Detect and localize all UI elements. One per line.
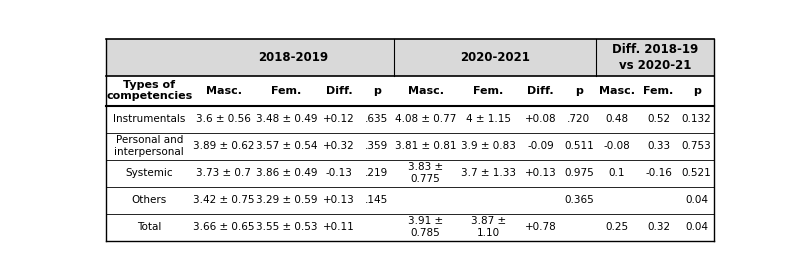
Text: +0.11: +0.11 [323,222,354,232]
Text: p: p [373,86,381,96]
Text: .359: .359 [366,141,389,151]
Text: 3.55 ± 0.53: 3.55 ± 0.53 [256,222,318,232]
Text: Diff.: Diff. [326,86,352,96]
Text: 3.48 ± 0.49: 3.48 ± 0.49 [256,114,318,124]
Text: Fem.: Fem. [474,86,503,96]
Text: +0.08: +0.08 [525,114,557,124]
Text: Others: Others [131,195,167,205]
Text: 0.753: 0.753 [682,141,711,151]
Text: 0.33: 0.33 [647,141,670,151]
Text: -0.08: -0.08 [603,141,630,151]
Text: Types of
competencies: Types of competencies [106,80,192,101]
Text: +0.32: +0.32 [323,141,354,151]
Text: +0.13: +0.13 [525,168,557,178]
Text: 3.57 ± 0.54: 3.57 ± 0.54 [256,141,318,151]
Text: p: p [575,86,582,96]
Text: 3.9 ± 0.83: 3.9 ± 0.83 [461,141,516,151]
Text: 0.04: 0.04 [685,195,708,205]
Text: -0.09: -0.09 [527,141,554,151]
Text: 0.04: 0.04 [685,222,708,232]
Text: 0.365: 0.365 [564,195,594,205]
Text: 0.1: 0.1 [609,168,625,178]
Text: 3.83 ±
0.775: 3.83 ± 0.775 [408,162,443,184]
Text: 4 ± 1.15: 4 ± 1.15 [466,114,511,124]
Text: Masc.: Masc. [599,86,635,96]
Text: 2020-2021: 2020-2021 [460,51,530,64]
Text: 3.29 ± 0.59: 3.29 ± 0.59 [256,195,318,205]
Text: 0.975: 0.975 [564,168,594,178]
Text: 3.66 ± 0.65: 3.66 ± 0.65 [193,222,254,232]
Text: Diff.: Diff. [527,86,554,96]
Text: -0.13: -0.13 [326,168,352,178]
Text: .219: .219 [366,168,389,178]
Text: 2018-2019: 2018-2019 [258,51,328,64]
Text: +0.13: +0.13 [323,195,354,205]
Text: 3.7 ± 1.33: 3.7 ± 1.33 [461,168,516,178]
Text: p: p [693,86,701,96]
Text: 3.91 ±
0.785: 3.91 ± 0.785 [408,216,443,238]
Text: 0.52: 0.52 [647,114,670,124]
Text: Instrumentals: Instrumentals [113,114,186,124]
Text: Personal and
interpersonal: Personal and interpersonal [114,135,184,157]
Text: .145: .145 [366,195,389,205]
Text: 0.521: 0.521 [682,168,711,178]
Text: 3.81 ± 0.81: 3.81 ± 0.81 [395,141,456,151]
Text: 3.6 ± 0.56: 3.6 ± 0.56 [196,114,251,124]
Text: 0.132: 0.132 [682,114,711,124]
Text: 3.73 ± 0.7: 3.73 ± 0.7 [196,168,251,178]
Text: Diff. 2018-19
vs 2020-21: Diff. 2018-19 vs 2020-21 [612,43,698,72]
Text: 3.86 ± 0.49: 3.86 ± 0.49 [256,168,318,178]
Text: Fem.: Fem. [271,86,302,96]
Text: 0.25: 0.25 [606,222,628,232]
Text: Masc.: Masc. [407,86,443,96]
Text: 3.89 ± 0.62: 3.89 ± 0.62 [193,141,254,151]
Text: +0.78: +0.78 [525,222,557,232]
Text: .635: .635 [366,114,389,124]
Text: 3.42 ± 0.75: 3.42 ± 0.75 [193,195,254,205]
Text: 0.511: 0.511 [564,141,594,151]
Text: -0.16: -0.16 [645,168,672,178]
Text: 4.08 ± 0.77: 4.08 ± 0.77 [395,114,456,124]
Text: Masc.: Masc. [206,86,242,96]
Text: Fem.: Fem. [643,86,674,96]
Text: +0.12: +0.12 [323,114,354,124]
Text: .720: .720 [567,114,590,124]
Text: Systemic: Systemic [126,168,173,178]
Text: 0.48: 0.48 [606,114,628,124]
Text: 0.32: 0.32 [647,222,670,232]
FancyBboxPatch shape [106,39,714,76]
Text: Total: Total [137,222,162,232]
Text: 3.87 ±
1.10: 3.87 ± 1.10 [471,216,506,238]
